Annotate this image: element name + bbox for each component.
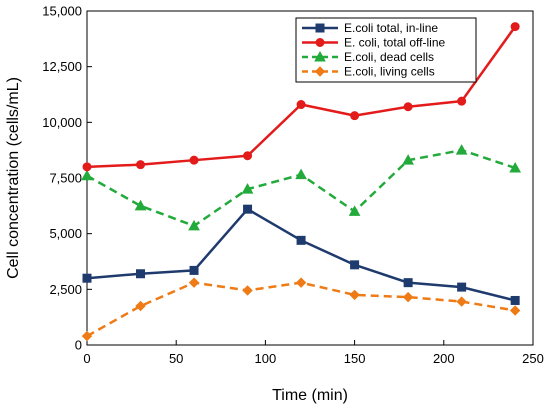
- legend-item: E.coli, living cells: [302, 65, 435, 79]
- data-point: [242, 285, 253, 296]
- data-point: [189, 265, 199, 275]
- data-point: [189, 155, 199, 165]
- legend-label: E.coli, living cells: [344, 65, 435, 79]
- data-point: [348, 205, 361, 216]
- data-point: [350, 111, 360, 121]
- y-tick-label: 15,000: [42, 4, 82, 19]
- data-point: [455, 144, 468, 155]
- data-point: [509, 161, 522, 173]
- data-point: [402, 291, 414, 303]
- data-point: [136, 269, 146, 279]
- series-layer: [81, 22, 522, 342]
- data-point: [134, 199, 147, 211]
- data-point: [82, 273, 92, 283]
- y-axis-title: Cell concentration (cells/mL): [5, 77, 22, 279]
- legend-item: E. coli, total off-line: [302, 36, 445, 50]
- data-point: [296, 235, 306, 245]
- y-axis-ticks: 0 2,500 5,000 7,500 10,000 12,500 15,000: [42, 4, 92, 353]
- series-line: [86, 148, 516, 228]
- data-point: [296, 100, 306, 110]
- data-point: [510, 295, 520, 305]
- data-point: [403, 102, 413, 112]
- x-axis-ticks: 0 50 100 150 200 250: [83, 340, 544, 366]
- data-point: [243, 151, 253, 161]
- legend-marker: [314, 66, 326, 77]
- data-point: [295, 168, 307, 180]
- y-tick-label: 0: [75, 338, 82, 353]
- data-point: [188, 219, 200, 231]
- data-point: [349, 289, 360, 301]
- series-e-coli-living-cells: [81, 277, 521, 342]
- legend-marker: [315, 23, 325, 33]
- data-point: [82, 162, 92, 172]
- data-point: [136, 160, 146, 170]
- x-tick-label: 150: [344, 351, 366, 366]
- legend-item: E.coli total, in-line: [302, 21, 438, 35]
- data-point: [510, 22, 520, 32]
- legend-marker: [315, 38, 325, 47]
- data-point: [456, 296, 467, 307]
- data-point: [135, 300, 146, 312]
- data-point: [457, 282, 467, 292]
- y-tick-label: 12,500: [42, 59, 82, 74]
- x-tick-label: 200: [433, 351, 455, 366]
- series-e-coli-total-off-line: [82, 22, 520, 172]
- y-tick-label: 5,000: [49, 226, 82, 241]
- x-tick-label: 50: [169, 351, 183, 366]
- data-point: [241, 183, 254, 194]
- legend-label: E. coli, total off-line: [344, 36, 445, 50]
- legend-marker: [314, 50, 326, 62]
- x-tick-label: 100: [255, 351, 277, 366]
- legend-label: E.coli, dead cells: [344, 50, 434, 64]
- data-point: [403, 278, 413, 288]
- y-tick-label: 2,500: [49, 282, 82, 297]
- data-point: [402, 154, 414, 165]
- x-tick-label: 250: [522, 351, 544, 366]
- legend-label: E.coli total, in-line: [344, 21, 438, 35]
- data-point: [243, 204, 253, 214]
- data-point: [81, 169, 93, 181]
- data-point: [509, 305, 521, 316]
- series-line: [86, 281, 516, 338]
- y-tick-label: 7,500: [49, 171, 82, 186]
- series-e-coli-total-in-line: [82, 204, 520, 305]
- data-point: [457, 96, 467, 106]
- x-tick-label: 0: [83, 351, 90, 366]
- series-e-coli-dead-cells: [81, 144, 522, 231]
- legend-item: E.coli, dead cells: [302, 50, 434, 64]
- data-point: [81, 330, 93, 342]
- data-point: [295, 277, 307, 288]
- data-point: [188, 277, 200, 288]
- data-point: [350, 260, 360, 270]
- x-axis-title: Time (min): [272, 387, 348, 404]
- y-tick-label: 10,000: [42, 115, 82, 130]
